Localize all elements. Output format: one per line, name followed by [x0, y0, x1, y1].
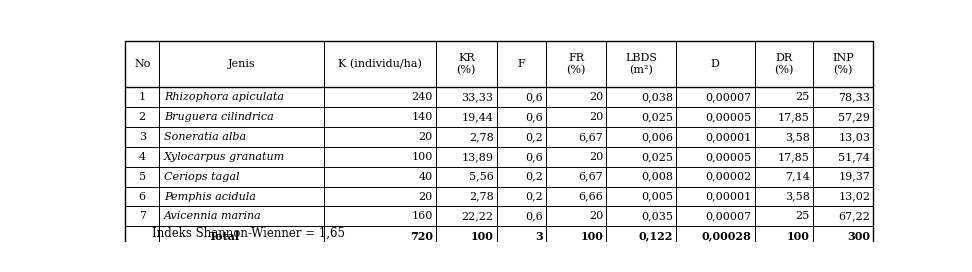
Text: 3: 3	[535, 231, 542, 242]
Text: 6,66: 6,66	[578, 191, 604, 202]
Text: 0,008: 0,008	[641, 172, 673, 182]
Text: 17,85: 17,85	[778, 112, 810, 122]
Text: 19,37: 19,37	[839, 172, 870, 182]
Text: 160: 160	[411, 211, 433, 221]
Text: DR: DR	[775, 53, 792, 63]
Text: 0,6: 0,6	[525, 152, 542, 162]
Text: 0,035: 0,035	[641, 211, 673, 221]
Text: 78,33: 78,33	[839, 92, 870, 102]
Text: 20: 20	[589, 112, 604, 122]
Text: 0,00007: 0,00007	[706, 92, 751, 102]
Text: 0,00007: 0,00007	[706, 211, 751, 221]
Text: 13,02: 13,02	[838, 191, 870, 202]
Text: Bruguera cilindrica: Bruguera cilindrica	[163, 112, 273, 122]
Text: 0,038: 0,038	[641, 92, 673, 102]
Text: 20: 20	[589, 152, 604, 162]
Text: F: F	[517, 59, 525, 69]
Text: K (individu/ha): K (individu/ha)	[338, 59, 422, 69]
Text: 20: 20	[589, 211, 604, 221]
Text: Total: Total	[209, 231, 240, 242]
Text: 67,22: 67,22	[839, 211, 870, 221]
Text: 0,025: 0,025	[641, 152, 673, 162]
Text: 0,00005: 0,00005	[706, 112, 751, 122]
Text: Jenis: Jenis	[227, 59, 256, 69]
Text: 0,00028: 0,00028	[702, 231, 751, 242]
Text: (%): (%)	[774, 65, 793, 75]
Text: 0,6: 0,6	[525, 211, 542, 221]
Text: 0,6: 0,6	[525, 112, 542, 122]
Text: 20: 20	[419, 132, 433, 142]
Text: 2: 2	[139, 112, 146, 122]
Text: D: D	[711, 59, 719, 69]
Text: 6: 6	[139, 191, 146, 202]
Text: 0,00002: 0,00002	[706, 172, 751, 182]
Text: FR: FR	[568, 53, 584, 63]
Text: 100: 100	[580, 231, 604, 242]
Text: No: No	[134, 59, 151, 69]
Text: Ceriops tagal: Ceriops tagal	[163, 172, 239, 182]
Text: (m²): (m²)	[629, 65, 653, 75]
Text: 40: 40	[419, 172, 433, 182]
Text: Pemphis acidula: Pemphis acidula	[163, 191, 256, 202]
Text: Soneratia alba: Soneratia alba	[163, 132, 246, 142]
Text: (%): (%)	[567, 65, 586, 75]
Text: 300: 300	[848, 231, 870, 242]
Text: 0,00005: 0,00005	[706, 152, 751, 162]
Text: (%): (%)	[833, 65, 852, 75]
Text: KR: KR	[458, 53, 474, 63]
Text: 33,33: 33,33	[462, 92, 494, 102]
Text: 57,29: 57,29	[839, 112, 870, 122]
Text: 51,74: 51,74	[839, 152, 870, 162]
Text: 3: 3	[139, 132, 146, 142]
Text: 2,78: 2,78	[469, 132, 494, 142]
Text: LBDS: LBDS	[625, 53, 657, 63]
Text: 6,67: 6,67	[578, 172, 604, 182]
Text: 7,14: 7,14	[784, 172, 810, 182]
Text: 5: 5	[139, 172, 146, 182]
Text: 720: 720	[410, 231, 433, 242]
Text: 5,56: 5,56	[469, 172, 494, 182]
Text: 140: 140	[411, 112, 433, 122]
Text: 4: 4	[139, 152, 146, 162]
Text: 6,67: 6,67	[578, 132, 604, 142]
Text: 7: 7	[139, 211, 146, 221]
Text: 2,78: 2,78	[469, 191, 494, 202]
Text: 20: 20	[419, 191, 433, 202]
Text: 25: 25	[795, 211, 810, 221]
Text: 17,85: 17,85	[778, 152, 810, 162]
Text: 0,2: 0,2	[525, 172, 542, 182]
Text: 25: 25	[795, 92, 810, 102]
Text: 19,44: 19,44	[462, 112, 494, 122]
Text: 1: 1	[139, 92, 146, 102]
Text: INP: INP	[832, 53, 853, 63]
Text: 0,005: 0,005	[641, 191, 673, 202]
Text: Rhizophora apiculata: Rhizophora apiculata	[163, 92, 284, 102]
Text: 100: 100	[786, 231, 810, 242]
Text: 100: 100	[411, 152, 433, 162]
Text: 0,025: 0,025	[641, 112, 673, 122]
Text: Indeks Shannon-Wienner = 1,65: Indeks Shannon-Wienner = 1,65	[152, 227, 345, 240]
Text: 22,22: 22,22	[462, 211, 494, 221]
Text: Avicennia marina: Avicennia marina	[163, 211, 261, 221]
Text: 13,89: 13,89	[462, 152, 494, 162]
Text: 13,03: 13,03	[838, 132, 870, 142]
Text: 100: 100	[470, 231, 494, 242]
Text: Xylocarpus granatum: Xylocarpus granatum	[163, 152, 285, 162]
Text: (%): (%)	[457, 65, 476, 75]
Text: 0,2: 0,2	[525, 191, 542, 202]
Text: 3,58: 3,58	[784, 132, 810, 142]
Text: 0,6: 0,6	[525, 92, 542, 102]
Text: 240: 240	[411, 92, 433, 102]
Text: 0,122: 0,122	[639, 231, 673, 242]
Text: 0,006: 0,006	[641, 132, 673, 142]
Text: 0,00001: 0,00001	[706, 132, 751, 142]
Text: 20: 20	[589, 92, 604, 102]
Text: 0,2: 0,2	[525, 132, 542, 142]
Text: 0,00001: 0,00001	[706, 191, 751, 202]
Text: 3,58: 3,58	[784, 191, 810, 202]
